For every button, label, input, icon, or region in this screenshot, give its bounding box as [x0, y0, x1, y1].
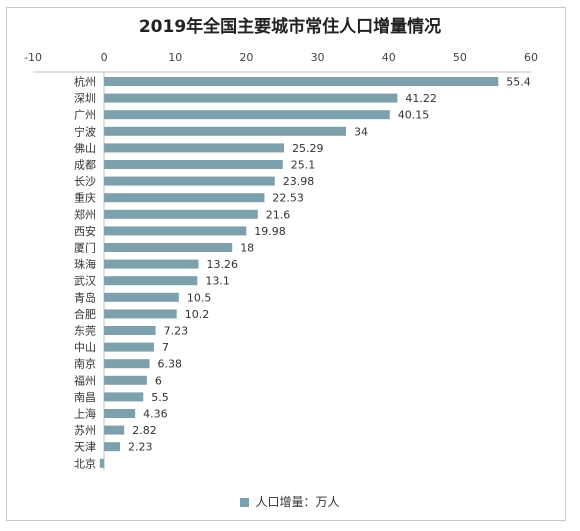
legend-label: 人口增量：万人 [255, 495, 340, 509]
category-label: 合肥 [74, 307, 96, 321]
category-label: 天津 [74, 441, 96, 454]
bar [104, 226, 247, 236]
value-label: 5.5 [151, 391, 169, 404]
legend: 人口增量：万人 [0, 493, 580, 510]
value-label: 55.4 [506, 76, 531, 89]
x-tick-label: 0 [101, 51, 108, 64]
bar [104, 193, 265, 203]
bar [104, 375, 147, 385]
value-label: 2.23 [128, 441, 153, 454]
value-label: 25.29 [292, 142, 324, 155]
bar [104, 309, 177, 319]
value-label: 10.2 [185, 308, 210, 321]
category-label: 北京 [74, 456, 96, 470]
category-label: 中山 [74, 341, 96, 354]
value-label: 7.23 [164, 325, 189, 338]
bar [99, 458, 105, 468]
x-tick-label: 40 [382, 51, 396, 64]
category-label: 上海 [74, 407, 96, 421]
category-label: 郑州 [74, 207, 96, 221]
x-tick-label: 60 [524, 51, 538, 64]
value-label: 13.1 [205, 275, 230, 288]
bar [104, 160, 283, 169]
value-label: 19.98 [254, 225, 286, 238]
category-label: 广州 [74, 109, 96, 122]
bar [104, 276, 198, 286]
bar [104, 326, 156, 335]
value-label: 18 [240, 242, 254, 255]
chart-frame [6, 7, 566, 521]
bar [104, 342, 154, 352]
category-label: 宁波 [74, 124, 96, 138]
bar [104, 292, 179, 302]
category-label: 厦门 [74, 241, 96, 255]
x-tick-label: 30 [311, 51, 325, 64]
category-label: 西安 [74, 224, 96, 238]
category-label: 福州 [74, 373, 96, 387]
category-label: 东莞 [74, 325, 96, 338]
value-label: 22.53 [272, 192, 304, 205]
legend-swatch [240, 498, 250, 507]
category-label: 杭州 [74, 75, 96, 89]
category-label: 武汉 [74, 275, 96, 288]
value-label: 13.26 [206, 258, 238, 271]
category-label: 重庆 [74, 191, 96, 205]
category-label: 珠海 [74, 257, 96, 271]
bar [104, 409, 136, 418]
bar [104, 126, 347, 136]
category-label: 佛山 [74, 142, 96, 155]
bar [104, 110, 390, 120]
bar [104, 425, 125, 435]
value-label: 4.36 [143, 408, 168, 421]
x-tick-label: 10 [168, 51, 182, 64]
bar [104, 77, 499, 86]
value-label: 21.6 [266, 208, 291, 221]
chart-title: 2019年全国主要城市常住人口增量情况 [138, 17, 442, 37]
value-label: 40.15 [398, 109, 430, 122]
bar [104, 259, 199, 269]
category-label: 长沙 [74, 175, 96, 188]
value-label: 6.38 [158, 358, 183, 371]
category-label: 成都 [74, 159, 96, 172]
bar [104, 392, 144, 402]
x-tick-label: 20 [239, 51, 253, 64]
value-label: 25.1 [291, 159, 316, 172]
category-label: 深圳 [74, 92, 96, 105]
bar [104, 243, 233, 252]
category-label: 苏州 [74, 424, 96, 437]
value-label: 23.98 [283, 175, 315, 188]
value-label: 41.22 [405, 92, 437, 105]
value-label: 6 [155, 374, 162, 387]
bar [104, 209, 258, 219]
bars: 杭州 55.4 深圳 41.22 广州 40.15 宁波 34 佛山 25.29 成都 25.1 长沙 2… [74, 75, 531, 471]
value-label: 2.82 [132, 424, 157, 437]
value-label: 10.5 [187, 291, 212, 304]
value-label: 34 [354, 125, 368, 138]
category-label: 青岛 [74, 290, 96, 304]
x-tick-label: 50 [453, 51, 467, 64]
x-tick-label: -10 [24, 51, 42, 64]
bar [104, 176, 275, 186]
category-label: 南昌 [74, 391, 96, 404]
bar [104, 442, 121, 452]
value-label: 7 [162, 341, 169, 354]
bar [104, 93, 398, 103]
bar [104, 359, 150, 369]
x-axis-ticks: -10 0 10 20 30 40 50 60 [24, 51, 538, 64]
bar [104, 143, 285, 153]
category-label: 南京 [74, 357, 96, 371]
